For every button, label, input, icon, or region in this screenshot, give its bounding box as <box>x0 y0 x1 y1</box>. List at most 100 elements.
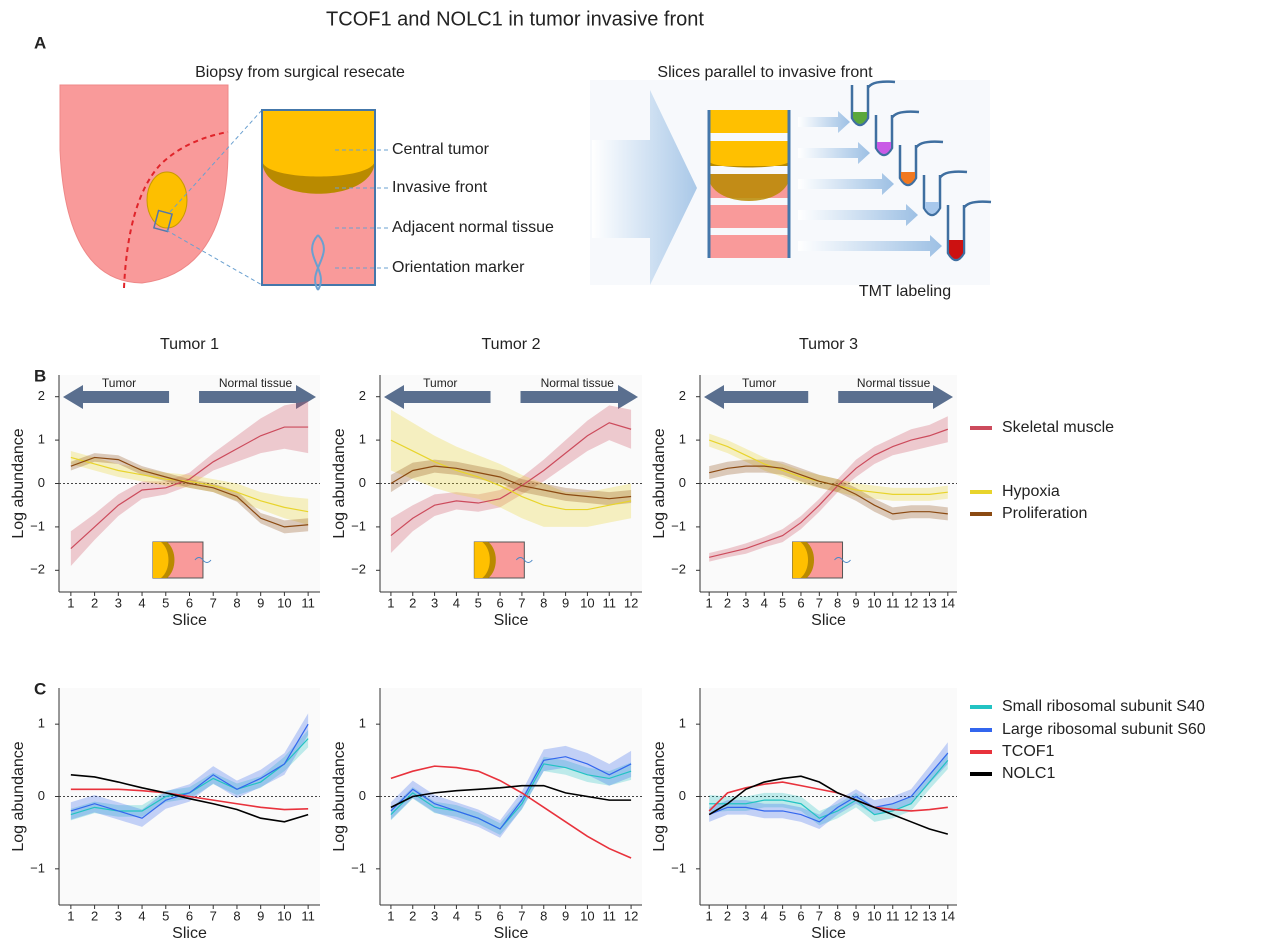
x-tick-label: 8 <box>540 595 547 610</box>
annotation: Tumor <box>102 376 136 390</box>
slicing-diagram: Slices parallel to invasive front TMT la… <box>590 64 991 300</box>
biopsy-diagram: Biopsy from surgical resecate Central tu… <box>60 64 554 290</box>
x-tick-label: 12 <box>624 908 638 923</box>
y-tick-label: 2 <box>359 388 366 403</box>
x-tick-label: 1 <box>706 595 713 610</box>
x-tick-label: 6 <box>797 908 804 923</box>
x-tick-label: 7 <box>518 595 525 610</box>
diagram-title: Biopsy from surgical resecate <box>195 64 405 81</box>
y-tick-label: 1 <box>38 716 45 731</box>
x-tick-label: 2 <box>91 595 98 610</box>
x-tick-label: 10 <box>580 595 594 610</box>
x-axis-label: Slice <box>172 612 207 629</box>
legend-label: NOLC1 <box>1002 765 1055 782</box>
x-tick-label: 5 <box>475 595 482 610</box>
x-tick-label: 11 <box>603 595 617 610</box>
slice <box>708 205 790 228</box>
y-tick-label: −2 <box>671 562 686 577</box>
x-axis-label: Slice <box>172 925 207 942</box>
x-tick-label: 3 <box>431 908 438 923</box>
x-tick-label: 6 <box>496 908 503 923</box>
legend-label: Large ribosomal subunit S60 <box>1002 721 1206 738</box>
x-tick-label: 9 <box>562 908 569 923</box>
diagram-label: Central tumor <box>392 141 490 158</box>
x-tick-label: 7 <box>518 908 525 923</box>
x-tick-label: 13 <box>922 595 936 610</box>
slice <box>708 235 790 258</box>
x-tick-label: 10 <box>867 595 881 610</box>
x-tick-label: 9 <box>257 908 264 923</box>
x-tick-label: 8 <box>834 595 841 610</box>
x-tick-label: 10 <box>277 595 291 610</box>
x-tick-label: 6 <box>186 908 193 923</box>
y-tick-label: 1 <box>359 432 366 447</box>
x-axis-label: Slice <box>811 612 846 629</box>
y-tick-label: −1 <box>351 860 366 875</box>
legend-label: Small ribosomal subunit S40 <box>1002 698 1205 715</box>
x-tick-label: 3 <box>742 908 749 923</box>
x-tick-label: 2 <box>724 908 731 923</box>
x-tick-label: 8 <box>233 908 240 923</box>
y-tick-label: 1 <box>679 432 686 447</box>
x-tick-label: 1 <box>67 595 74 610</box>
x-tick-label: 1 <box>387 595 394 610</box>
panel-label: A <box>34 33 46 52</box>
y-tick-label: 2 <box>679 388 686 403</box>
y-axis-label: Log abundance <box>331 741 348 851</box>
slice <box>708 110 790 133</box>
legend-label: Hypoxia <box>1002 483 1060 500</box>
x-tick-label: 11 <box>886 908 900 923</box>
y-tick-label: 2 <box>38 388 45 403</box>
x-tick-label: 3 <box>742 595 749 610</box>
x-tick-label: 4 <box>138 908 145 923</box>
chart-title: Tumor 1 <box>160 336 219 353</box>
annotation: Tumor <box>423 376 457 390</box>
annotation: Tumor <box>742 376 776 390</box>
x-tick-label: 11 <box>301 595 315 610</box>
diagram-label: Adjacent normal tissue <box>392 219 554 236</box>
figure-title: TCOF1 and NOLC1 in tumor invasive front <box>326 8 704 30</box>
y-tick-label: 0 <box>679 475 686 490</box>
tissue <box>60 85 228 283</box>
x-tick-label: 4 <box>761 908 768 923</box>
y-tick-label: 0 <box>38 475 45 490</box>
y-tick-label: 1 <box>679 716 686 731</box>
x-tick-label: 10 <box>580 908 594 923</box>
x-tick-label: 6 <box>496 595 503 610</box>
x-tick-label: 9 <box>562 595 569 610</box>
legend-label: Proliferation <box>1002 505 1087 522</box>
y-tick-label: 1 <box>38 432 45 447</box>
x-tick-label: 3 <box>115 595 122 610</box>
x-tick-label: 5 <box>475 908 482 923</box>
x-tick-label: 9 <box>852 595 859 610</box>
x-tick-label: 2 <box>724 595 731 610</box>
x-tick-label: 5 <box>162 595 169 610</box>
x-tick-label: 11 <box>301 908 315 923</box>
y-tick-label: −1 <box>30 518 45 533</box>
x-tick-label: 10 <box>867 908 881 923</box>
x-tick-label: 3 <box>115 908 122 923</box>
panel-label: B <box>34 366 46 385</box>
y-tick-label: −1 <box>351 518 366 533</box>
y-axis-label: Log abundance <box>10 741 27 851</box>
x-tick-label: 11 <box>603 908 617 923</box>
y-tick-label: 1 <box>359 716 366 731</box>
legend-label: Skeletal muscle <box>1002 419 1114 436</box>
x-tick-label: 8 <box>540 908 547 923</box>
diagram-title: Slices parallel to invasive front <box>657 64 873 81</box>
figure: TCOF1 and NOLC1 in tumor invasive front … <box>0 0 1263 943</box>
y-tick-label: 0 <box>679 788 686 803</box>
diagram-label: Orientation marker <box>392 259 525 276</box>
x-tick-label: 2 <box>409 595 416 610</box>
y-tick-label: −2 <box>351 562 366 577</box>
x-tick-label: 5 <box>162 908 169 923</box>
y-tick-label: 0 <box>38 788 45 803</box>
x-tick-label: 10 <box>277 908 291 923</box>
x-axis-label: Slice <box>494 925 529 942</box>
x-tick-label: 9 <box>257 595 264 610</box>
y-axis-label: Log abundance <box>331 428 348 538</box>
x-axis-label: Slice <box>811 925 846 942</box>
y-axis-label: Log abundance <box>651 428 668 538</box>
x-tick-label: 12 <box>904 908 918 923</box>
x-tick-label: 6 <box>797 595 804 610</box>
